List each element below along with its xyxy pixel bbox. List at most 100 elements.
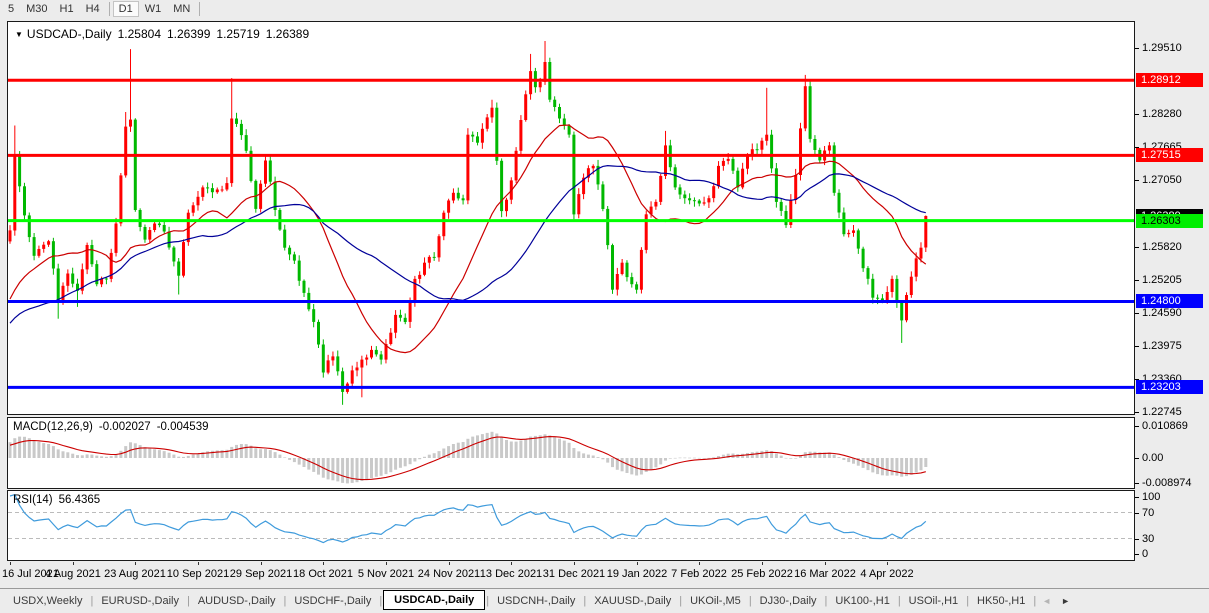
tab-audusd-daily[interactable]: AUDUSD-,Daily [197, 595, 276, 607]
main-chart-canvas[interactable] [8, 22, 1134, 414]
symbol-dropdown-icon[interactable]: ▼ [15, 30, 23, 39]
tab-separator: | [748, 595, 752, 607]
chart-title: ▼ USDCAD-,Daily 1.25804 1.26399 1.25719 1.263… [15, 27, 309, 41]
macd-value-signal: -0.004539 [156, 421, 209, 433]
price-scale-tick [1135, 114, 1139, 115]
timeframe-button-d1[interactable]: D1 [112, 1, 139, 17]
rsi-name: RSI(14) [13, 494, 53, 506]
price-scale-label: 1.29510 [1142, 42, 1182, 54]
tab-separator: | [90, 595, 94, 607]
tab-separator: | [679, 595, 683, 607]
date-label: 16 Jul 2021 [2, 568, 59, 580]
date-tick [825, 562, 826, 565]
tab-usdchf-daily[interactable]: USDCHF-,Daily [294, 595, 372, 607]
date-label: 18 Oct 2021 [293, 568, 353, 580]
timeframe-button-m30[interactable]: M30 [26, 3, 48, 15]
date-label: 7 Feb 2022 [671, 568, 727, 580]
chart-title-close: 1.26389 [265, 27, 310, 41]
rsi-scale-tick [1135, 539, 1139, 540]
tab-separator: | [186, 595, 190, 607]
macd-scale-tick [1135, 426, 1139, 427]
price-scale-tick [1135, 379, 1139, 380]
macd-value-main: -0.002027 [98, 421, 151, 433]
tab-separator: | [966, 595, 970, 607]
price-scale[interactable]: 1.29510 1.28280 1.27665 1.27050 1.25820 1.252… [1135, 0, 1209, 588]
price-scale-label: 1.27050 [1142, 174, 1182, 186]
price-scale-label: 1.25205 [1142, 274, 1182, 286]
rsi-scale-tick [1135, 554, 1139, 555]
rsi-scale-tick [1135, 513, 1139, 514]
date-tick [637, 562, 638, 565]
macd-name: MACD(12,26,9) [13, 421, 93, 433]
price-scale-tick [1135, 48, 1139, 49]
chart-title-high: 1.26399 [167, 27, 211, 41]
timeframe-button-h1[interactable]: H1 [59, 3, 74, 15]
rsi-value: 56.4365 [58, 494, 101, 506]
tab-xauusd-daily[interactable]: XAUUSD-,Daily [594, 595, 672, 607]
price-scale-tick [1135, 280, 1139, 281]
price-scale-label: 1.25820 [1142, 241, 1182, 253]
tab-dj30-daily[interactable]: DJ30-,Daily [759, 595, 817, 607]
tab-separator: | [824, 595, 828, 607]
tab-separator: | [379, 595, 383, 607]
macd-scale-tick [1135, 483, 1139, 484]
rsi-panel: RSI(14) 56.4365 [7, 490, 1135, 561]
chart-title-open: 1.25804 [117, 27, 161, 41]
date-tick [762, 562, 763, 565]
price-badge-1-23203: 1.23203 [1136, 380, 1203, 394]
date-tick [887, 562, 888, 565]
main-chart-panel: ▼ USDCAD-,Daily 1.25804 1.26399 1.25719 1.263… [7, 21, 1135, 415]
timeframe-button-w1[interactable]: W1 [144, 3, 162, 15]
price-scale-tick [1135, 180, 1139, 181]
date-axis[interactable]: 16 Jul 2021 4 Aug 2021 23 Aug 2021 10 Sep 2… [0, 562, 1135, 586]
tab-scroll-left-icon[interactable]: ◄ [1042, 596, 1052, 606]
tab-usdcad-daily[interactable]: USDCAD-,Daily [383, 589, 486, 610]
price-scale-tick [1135, 313, 1139, 314]
rsi-scale-tick [1135, 497, 1139, 498]
toolbar-separator [199, 2, 201, 16]
date-label: 16 Mar 2022 [794, 568, 856, 580]
macd-canvas[interactable] [8, 418, 1134, 488]
rsi-scale-label: 100 [1142, 491, 1161, 503]
macd-scale-tick [1135, 458, 1139, 459]
rsi-label: RSI(14) 56.4365 [13, 494, 100, 506]
date-tick [574, 562, 575, 565]
timeframe-button-h4[interactable]: H4 [85, 3, 100, 15]
timeframe-button-mn[interactable]: MN [173, 3, 191, 15]
price-badge-1-26303: 1.26303 [1136, 214, 1203, 228]
price-badge-1-28912: 1.28912 [1136, 73, 1203, 87]
macd-histogram [8, 431, 928, 484]
date-tick [386, 562, 387, 565]
macd-signal-line [9, 436, 926, 481]
rsi-scale-label: 30 [1142, 533, 1155, 545]
date-label: 23 Aug 2021 [104, 568, 166, 580]
date-tick [699, 562, 700, 565]
price-scale-label: 1.22745 [1142, 406, 1182, 418]
date-tick [449, 562, 450, 565]
tab-hk50-h1[interactable]: HK50-,H1 [977, 595, 1026, 607]
ma-slow-line [9, 164, 926, 324]
price-badge-1-27515: 1.27515 [1136, 148, 1203, 162]
price-scale-tick [1135, 247, 1139, 248]
price-scale-tick [1135, 346, 1139, 347]
price-scale-label: 1.24590 [1142, 307, 1182, 319]
date-tick [10, 562, 11, 565]
tab-scroll-right-icon[interactable]: ► [1061, 596, 1071, 606]
rsi-canvas[interactable] [8, 491, 1134, 560]
chart-title-symbol: USDCAD-,Daily [26, 27, 112, 41]
macd-label: MACD(12,26,9) -0.002027 -0.004539 [13, 421, 208, 433]
tab-separator: | [583, 595, 587, 607]
date-label: 25 Feb 2022 [731, 568, 793, 580]
tab-ukoil-m5[interactable]: UKOil-,M5 [690, 595, 741, 607]
tab-usdcnh-daily[interactable]: USDCNH-,Daily [497, 595, 576, 607]
chart-title-low: 1.25719 [216, 27, 260, 41]
rsi-scale-label: 70 [1142, 507, 1155, 519]
macd-panel: MACD(12,26,9) -0.002027 -0.004539 [7, 417, 1135, 489]
timeframe-button-5[interactable]: 5 [8, 3, 15, 15]
tab-eurusd-daily[interactable]: EURUSD-,Daily [101, 595, 179, 607]
tab-uk100-h1[interactable]: UK100-,H1 [835, 595, 890, 607]
date-tick [198, 562, 199, 565]
tab-usdx-weekly[interactable]: USDX,Weekly [13, 595, 83, 607]
price-scale-tick [1135, 147, 1139, 148]
tab-usoil-h1[interactable]: USOil-,H1 [908, 595, 959, 607]
